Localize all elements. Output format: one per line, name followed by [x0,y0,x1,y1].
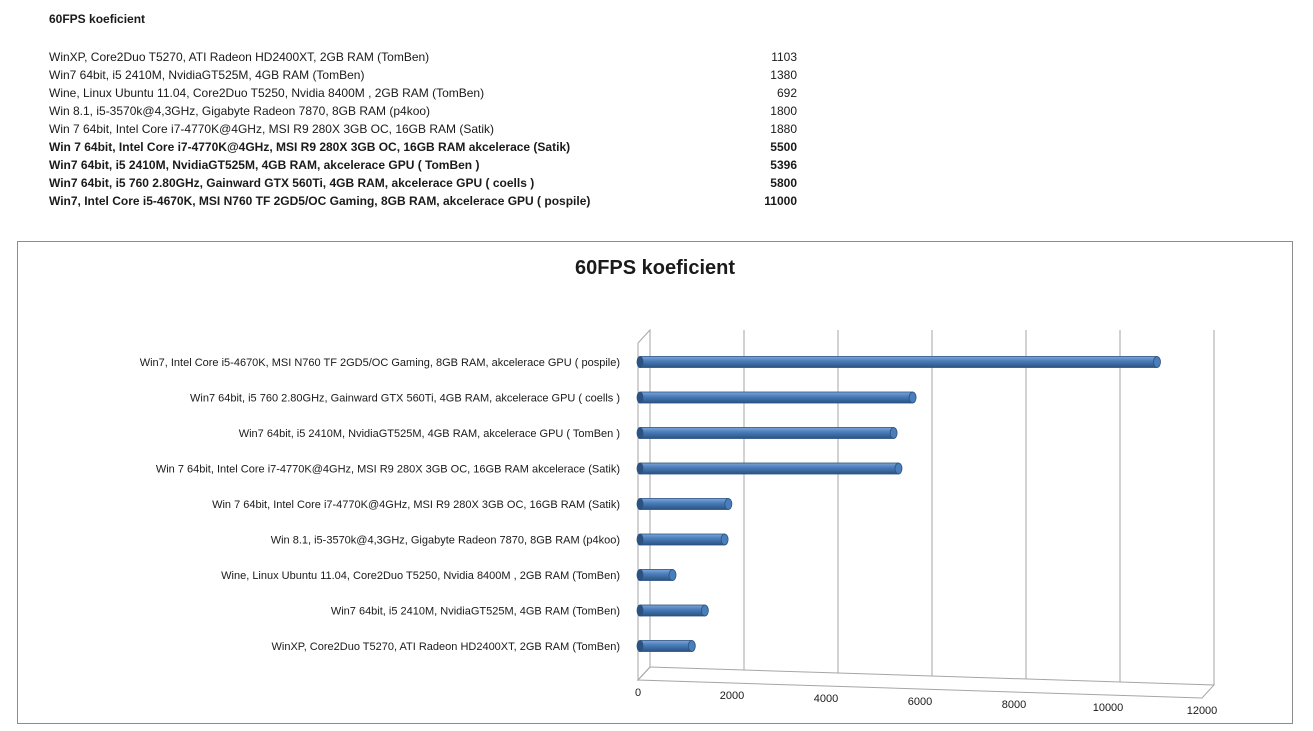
table-row: Win7 64bit, i5 2410M, NvidiaGT525M, 4GB … [49,156,809,174]
bar-cap-right [889,427,898,439]
row-value: 5396 [770,158,797,172]
bar [636,498,733,510]
row-value: 1103 [771,50,797,64]
row-value: 1880 [770,122,797,136]
row-label: WinXP, Core2Duo T5270, ATI Radeon HD2400… [49,50,430,64]
row-value: 1800 [770,104,797,118]
category-label: Win7 64bit, i5 760 2.80GHz, Gainward GTX… [190,393,620,405]
x-tick-label: 12000 [1187,705,1218,717]
bar-body [639,569,673,581]
bar [636,356,1161,368]
bar-cap-left [636,462,644,475]
bar-cap-left [636,391,644,404]
row-value: 692 [776,86,797,100]
bar-cap-left [636,498,644,510]
table-row: Win7, Intel Core i5-4670K, MSI N760 TF 2… [49,192,809,210]
row-label: Win 8.1, i5-3570k@4,3GHz, Gigabyte Radeo… [49,104,431,118]
row-label: Wine, Linux Ubuntu 11.04, Core2Duo T5250… [49,86,485,100]
bar [636,533,729,546]
bar-body [639,391,914,404]
x-tick-label: 4000 [814,693,838,705]
bar-body [639,427,895,439]
table-row: Win 7 64bit, Intel Core i7-4770K@4GHz, M… [49,138,809,156]
x-tick-label: 6000 [908,696,932,708]
bar-body [639,498,729,510]
bar-cap-right [724,498,733,510]
category-label: Win7, Intel Core i5-4670K, MSI N760 TF 2… [140,357,620,369]
row-label: Win7 64bit, i5 2410M, NvidiaGT525M, 4GB … [49,68,365,82]
table-row: Win7 64bit, i5 2410M, NvidiaGT525M, 4GB … [49,66,809,84]
row-label: Win 7 64bit, Intel Core i7-4770K@4GHz, M… [49,140,571,154]
category-label: Wine, Linux Ubuntu 11.04, Core2Duo T5250… [221,570,620,582]
x-tick-label: 10000 [1093,702,1124,714]
table-row: Win 8.1, i5-3570k@4,3GHz, Gigabyte Radeo… [49,102,809,120]
bar-cap-right [894,462,903,475]
category-label: Win 8.1, i5-3570k@4,3GHz, Gigabyte Radeo… [271,535,620,547]
bar-cap-right [720,533,729,546]
bar-cap-left [636,533,644,546]
x-tick-label: 0 [635,687,641,699]
table-row: Win 7 64bit, Intel Core i7-4770K@4GHz, M… [49,120,809,138]
row-value: 11000 [764,194,797,208]
category-label: Win7 64bit, i5 2410M, NvidiaGT525M, 4GB … [239,428,620,440]
row-label: Win7 64bit, i5 760 2.80GHz, Gainward GTX… [49,176,535,190]
bar-body [639,533,725,546]
table-row: WinXP, Core2Duo T5270, ATI Radeon HD2400… [49,48,809,66]
row-value: 1380 [770,68,797,82]
bar-body [639,462,899,475]
chart-title: 60FPS koeficient [575,257,735,279]
category-label: WinXP, Core2Duo T5270, ATI Radeon HD2400… [272,641,621,653]
row-label: Win7 64bit, i5 2410M, NvidiaGT525M, 4GB … [49,158,480,172]
chart-frame: 60FPS koeficient 0 2000 4000 6000 8000 10000 12… [17,241,1293,724]
table-row: Win7 64bit, i5 760 2.80GHz, Gainward GTX… [49,174,809,192]
sheet-title: 60FPS koeficient [49,12,146,26]
bar-cap-right [668,569,677,581]
bar-cap-right [908,391,917,404]
bar-body [639,604,706,617]
bar-cap-left [636,604,644,617]
row-value: 5800 [770,176,797,190]
bar-cap-left [636,356,644,368]
bar-cap-right [1153,356,1161,368]
category-label: Win 7 64bit, Intel Core i7-4770K@4GHz, M… [156,464,620,476]
chart-floor [636,666,1216,699]
bar [636,569,677,581]
table-row: Wine, Linux Ubuntu 11.04, Core2Duo T5250… [49,84,809,102]
category-label: Win 7 64bit, Intel Core i7-4770K@4GHz, M… [212,499,620,511]
bar-cap-left [636,640,644,652]
category-label: Win7 64bit, i5 2410M, NvidiaGT525M, 4GB … [331,606,620,618]
bar-cap-right [700,604,709,617]
bar-chart: 60FPS koeficient 0 2000 4000 6000 8000 10000 12… [140,257,1218,717]
x-tick-label: 2000 [720,690,744,702]
bar-body [639,356,1158,368]
bar-cap-left [636,427,644,439]
bar [636,640,696,652]
bar-cap-left [636,569,644,581]
bar [636,604,709,617]
row-value: 5500 [770,140,797,154]
data-table: WinXP, Core2Duo T5270, ATI Radeon HD2400… [49,48,809,210]
row-label: Win 7 64bit, Intel Core i7-4770K@4GHz, M… [49,122,495,136]
bar-body [639,640,693,652]
bar [636,391,917,404]
x-tick-label: 8000 [1002,699,1026,711]
bar [636,427,898,439]
bar-cap-right [687,640,696,652]
bar [636,462,903,475]
row-label: Win7, Intel Core i5-4670K, MSI N760 TF 2… [49,194,591,208]
